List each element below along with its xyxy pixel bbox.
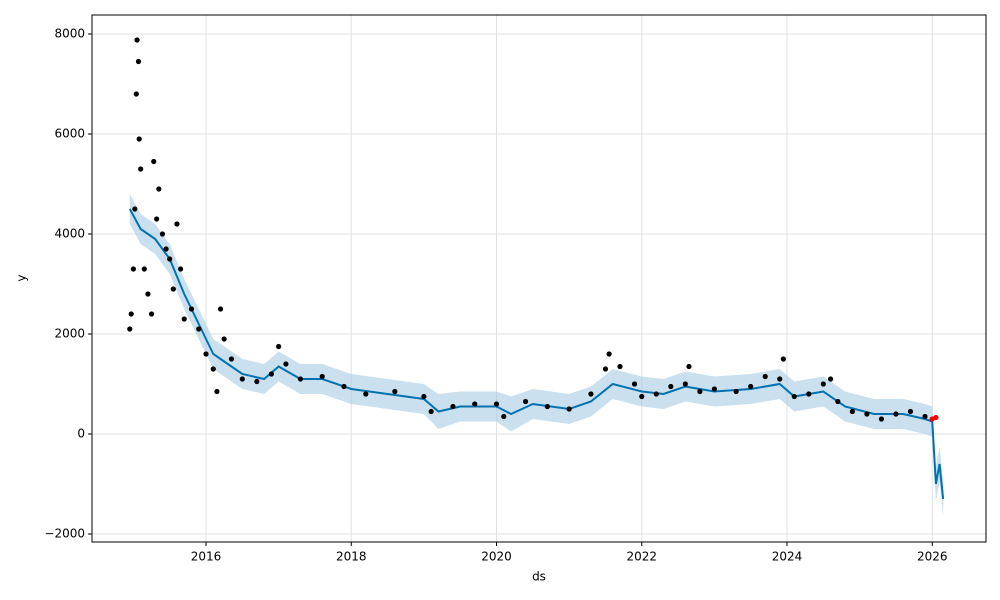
data-point <box>254 378 260 385</box>
plot <box>92 15 986 542</box>
data-point <box>363 391 369 397</box>
y-tick-label: 4000 <box>54 227 85 241</box>
data-point <box>777 376 783 382</box>
data-point <box>127 326 133 332</box>
y-axis-label: y <box>15 274 29 281</box>
data-point <box>141 266 147 272</box>
y-tick-label: 6000 <box>54 127 85 141</box>
data-point <box>148 311 155 317</box>
data-point <box>217 306 224 312</box>
data-point <box>806 391 812 397</box>
y-tick-label: −2000 <box>44 527 85 541</box>
data-point <box>135 58 142 65</box>
data-point <box>762 373 768 380</box>
data-point <box>631 381 638 387</box>
data-point <box>130 266 136 272</box>
data-point <box>682 381 688 387</box>
data-point <box>933 414 939 421</box>
data-point <box>132 206 138 212</box>
data-point <box>602 366 609 372</box>
data-point <box>835 398 841 405</box>
data-point <box>878 416 885 422</box>
data-point <box>203 351 209 357</box>
data-point <box>606 351 612 357</box>
data-point <box>283 361 289 367</box>
data-point <box>210 366 216 372</box>
x-tick-label: 2024 <box>772 550 803 564</box>
data-point <box>136 136 142 142</box>
data-point <box>392 388 398 395</box>
data-point <box>653 391 659 397</box>
data-point <box>151 158 157 165</box>
data-point <box>134 37 140 43</box>
data-point <box>421 393 427 400</box>
data-point <box>341 383 347 390</box>
data-point <box>686 363 692 370</box>
data-point <box>128 311 134 317</box>
data-point <box>154 216 160 222</box>
data-point <box>711 386 717 392</box>
x-tick-label: 2016 <box>191 550 222 564</box>
data-point <box>617 363 623 370</box>
data-point <box>268 371 274 377</box>
data-point <box>297 376 304 382</box>
data-point <box>820 381 826 387</box>
data-point <box>159 231 166 237</box>
x-tick-label: 2018 <box>336 550 367 564</box>
data-point <box>849 408 855 415</box>
data-point <box>501 413 507 420</box>
data-point <box>864 411 870 417</box>
data-point <box>588 391 594 397</box>
data-point <box>428 408 434 415</box>
x-tick-label: 2020 <box>481 550 512 564</box>
data-point <box>145 291 151 297</box>
y-tick-label: 0 <box>77 427 85 441</box>
data-point <box>163 246 169 252</box>
data-point <box>493 401 500 407</box>
data-point <box>319 373 325 380</box>
data-point <box>639 393 645 400</box>
data-point <box>228 356 235 362</box>
data-point <box>214 388 220 395</box>
data-point <box>472 401 478 407</box>
data-point <box>922 413 928 420</box>
data-point <box>174 221 180 227</box>
x-tick-label: 2026 <box>917 550 948 564</box>
y-tick-label: 2000 <box>54 327 85 341</box>
data-point <box>221 336 227 342</box>
data-point <box>827 376 834 382</box>
x-axis-label: ds <box>532 570 546 584</box>
data-point <box>170 286 176 292</box>
data-point <box>522 398 529 405</box>
data-point <box>791 393 797 400</box>
data-point <box>239 376 245 382</box>
data-point <box>748 383 754 390</box>
y-tick-label: 8000 <box>54 27 85 41</box>
forecast-line <box>128 208 945 500</box>
data-point <box>167 256 173 262</box>
data-point <box>544 403 550 410</box>
data-point <box>178 266 184 272</box>
data-point <box>668 383 674 390</box>
data-point <box>133 91 139 97</box>
data-point <box>450 403 456 410</box>
data-point <box>907 408 914 415</box>
data-point <box>156 186 162 192</box>
data-point <box>697 388 703 395</box>
data-point <box>138 166 144 172</box>
x-tick-label: 2022 <box>626 550 657 564</box>
data-point <box>276 343 282 350</box>
axes-frame <box>91 14 987 543</box>
data-point <box>566 406 572 412</box>
data-point <box>196 326 202 332</box>
data-point <box>780 356 786 362</box>
data-point <box>181 316 187 322</box>
data-point <box>893 411 899 417</box>
data-point <box>733 388 739 395</box>
data-point <box>188 306 195 312</box>
